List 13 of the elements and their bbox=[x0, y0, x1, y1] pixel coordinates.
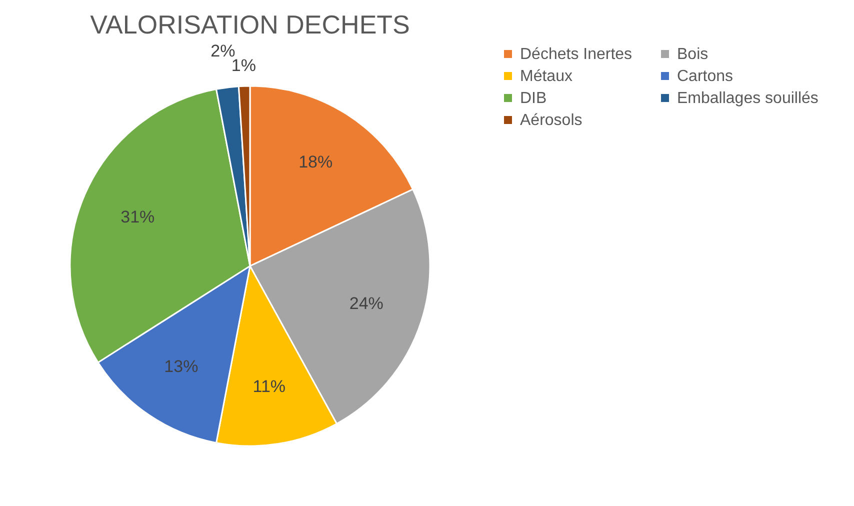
data-label: 18% bbox=[298, 152, 333, 172]
data-label: 13% bbox=[164, 357, 198, 376]
legend-label: Bois bbox=[677, 46, 708, 63]
legend-label: Métaux bbox=[520, 68, 572, 85]
chart-title: VALORISATION DECHETS bbox=[90, 10, 410, 40]
legend-label: DIB bbox=[520, 90, 547, 107]
legend-label: Déchets Inertes bbox=[520, 46, 632, 63]
legend-label: Aérosols bbox=[520, 112, 582, 129]
legend-label: Cartons bbox=[677, 68, 734, 85]
data-label: 31% bbox=[120, 207, 155, 226]
data-label: 24% bbox=[349, 294, 384, 313]
legend-label: Emballages souillés bbox=[677, 90, 818, 107]
data-label: 11% bbox=[252, 376, 286, 396]
